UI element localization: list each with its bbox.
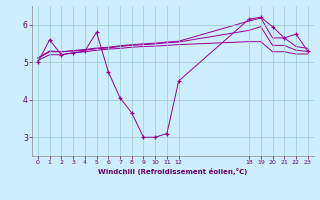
X-axis label: Windchill (Refroidissement éolien,°C): Windchill (Refroidissement éolien,°C) xyxy=(98,168,247,175)
